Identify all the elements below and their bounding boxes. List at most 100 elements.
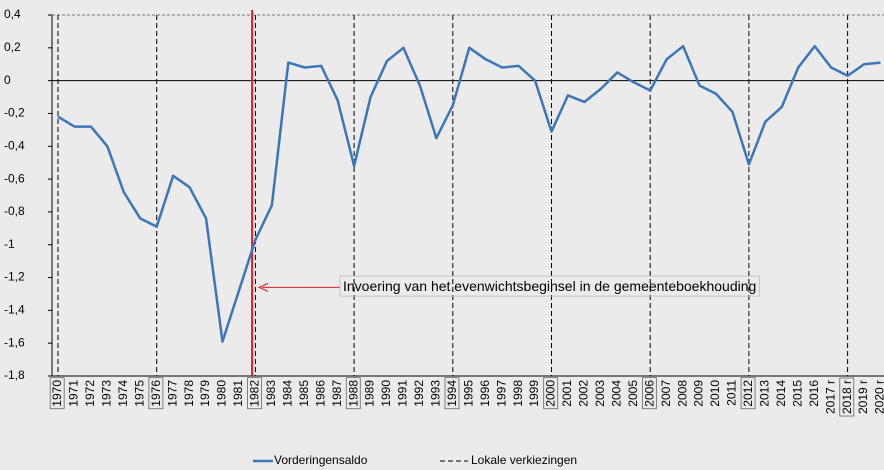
x-tick-group: 1980	[215, 380, 229, 407]
y-tick-label: -1,2	[4, 270, 25, 284]
x-tick-group: 1993	[429, 380, 443, 407]
election-label-box	[839, 377, 855, 417]
x-tick-group: 2002	[577, 380, 591, 407]
x-tick-group: 2000	[543, 377, 559, 410]
x-tick-group: 1984	[280, 380, 294, 407]
legend-label: Vorderingensaldo	[274, 453, 368, 467]
x-tick-group: 2019 r	[856, 380, 870, 414]
x-tick-group: 1985	[297, 380, 311, 407]
x-tick-group: 1989	[363, 380, 377, 407]
x-tick-group: 1992	[412, 380, 426, 407]
x-tick-label: 1971	[67, 380, 81, 407]
x-tick-group: 2014	[774, 380, 788, 407]
x-tick-label: 1985	[297, 380, 311, 407]
x-tick-group: 1998	[511, 380, 525, 407]
x-tick-group: 1970	[49, 377, 65, 410]
y-tick-label: -1,8	[4, 368, 25, 382]
x-tick-group: 1997	[494, 380, 508, 407]
election-label-box	[641, 377, 657, 410]
x-tick-label: 2012	[741, 380, 755, 407]
election-label-box	[247, 377, 262, 410]
x-tick-label: 1978	[182, 380, 196, 407]
x-tick-group: 1990	[379, 380, 393, 407]
x-tick-label: 1976	[149, 380, 163, 407]
x-tick-label: 1982	[248, 380, 262, 407]
x-tick-group: 2012	[740, 377, 756, 410]
x-tick-label: 2007	[659, 380, 673, 407]
x-tick-group: 2017 r	[823, 380, 837, 414]
x-tick-label: 1981	[231, 380, 245, 407]
y-tick-label: -0,4	[4, 138, 25, 152]
x-tick-group: 1971	[67, 380, 81, 407]
x-tick-group: 2013	[758, 380, 772, 407]
y-tick-label: -0,6	[4, 171, 25, 185]
x-tick-label: 1998	[511, 380, 525, 407]
election-label-box	[49, 377, 65, 410]
x-tick-label: 2000	[544, 380, 558, 407]
x-tick-group: 2008	[675, 380, 689, 407]
x-tick-group: 2004	[609, 380, 623, 407]
x-tick-label: 2006	[642, 380, 656, 407]
x-tick-group: 1973	[100, 380, 114, 407]
annotation: Invoering van het evenwichtsbeginsel in …	[343, 278, 756, 294]
y-tick-label: -1,4	[4, 303, 25, 317]
series-line	[57, 44, 881, 343]
x-tick-label: 1989	[363, 380, 377, 407]
x-tick-label: 2005	[626, 380, 640, 407]
x-tick-group: 1974	[116, 380, 130, 407]
x-tick-label: 1997	[494, 380, 508, 407]
x-tick-group: 1986	[313, 380, 327, 407]
x-tick-group: 2010	[708, 380, 722, 407]
annotation-arrowhead	[257, 282, 269, 292]
x-tick-group: 2005	[626, 380, 640, 407]
x-tick-label: 2020 r	[873, 380, 884, 414]
x-tick-label: 1977	[165, 380, 179, 407]
x-tick-group: 2003	[593, 380, 607, 407]
x-tick-label: 2010	[708, 380, 722, 407]
y-tick-label: -0,8	[4, 204, 25, 218]
election-label-box	[444, 377, 460, 410]
x-tick-label: 2009	[692, 380, 706, 407]
x-tick-label: 2019 r	[856, 380, 870, 414]
x-tick-label: 1972	[83, 380, 97, 407]
x-tick-group: 2009	[692, 380, 706, 407]
x-tick-label: 2016	[807, 380, 821, 407]
x-tick-group: 1976	[148, 377, 164, 410]
x-tick-label: 1983	[264, 380, 278, 407]
x-tick-label: 1994	[445, 380, 459, 407]
x-tick-group: 2006	[641, 377, 657, 410]
x-tick-label: 2018 r	[840, 380, 854, 414]
x-tick-group: 1982	[247, 377, 262, 410]
x-tick-group: 1978	[182, 380, 196, 407]
x-tick-group: 2007	[659, 380, 673, 407]
x-tick-label: 2013	[758, 380, 772, 407]
x-tick-label: 1988	[346, 380, 360, 407]
y-tick-label: 0,4	[4, 7, 21, 21]
x-tick-group: 2011	[725, 380, 739, 406]
x-tick-group: 1995	[461, 380, 475, 407]
x-tick-group: 1988	[345, 377, 361, 410]
x-tick-label: 1992	[412, 380, 426, 407]
x-tick-label: 2008	[675, 380, 689, 407]
x-tick-label: 1979	[198, 380, 212, 407]
x-tick-label: 2002	[577, 380, 591, 407]
y-tick-label: -1,6	[4, 335, 25, 349]
x-tick-group: 2015	[790, 380, 804, 407]
x-tick-label: 2004	[609, 380, 623, 407]
x-tick-group: 2001	[560, 380, 574, 407]
x-tick-group: 1987	[330, 380, 344, 407]
election-label-box	[148, 377, 164, 410]
x-tick-group: 1991	[396, 380, 410, 407]
legend-label: Lokale verkiezingen	[471, 453, 577, 467]
x-tick-label: 1975	[132, 380, 146, 407]
x-tick-label: 1986	[313, 380, 327, 407]
x-tick-label: 2003	[593, 380, 607, 407]
x-tick-label: 1970	[50, 380, 64, 407]
x-tick-group: 1996	[478, 380, 492, 407]
x-tick-label: 1999	[527, 380, 541, 407]
x-tick-group: 1975	[132, 380, 146, 407]
x-tick-label: 1995	[461, 380, 475, 407]
x-tick-label: 1973	[100, 380, 114, 407]
y-tick-label: 0	[4, 73, 11, 87]
